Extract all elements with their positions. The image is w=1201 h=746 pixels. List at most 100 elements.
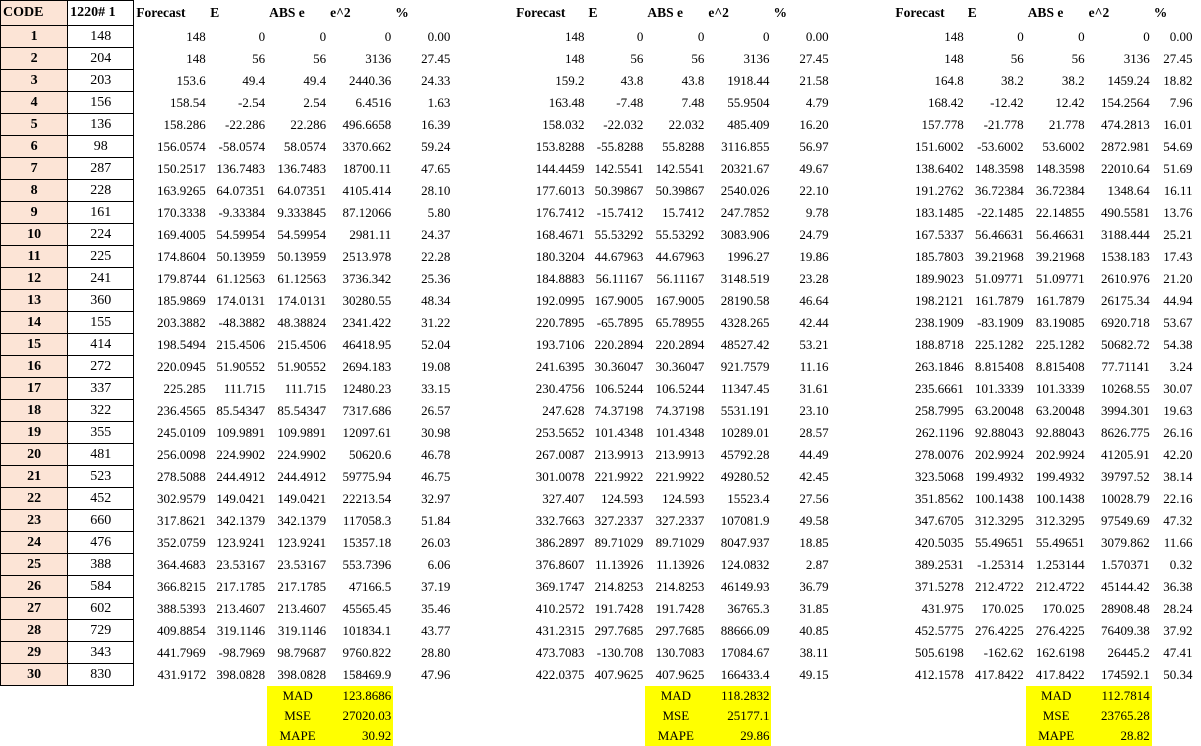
data-cell[interactable]: 221.9922 bbox=[655, 469, 705, 484]
data-cell[interactable]: 253.5652 bbox=[535, 425, 585, 440]
data-cell[interactable]: 213.9913 bbox=[594, 447, 644, 462]
data-cell[interactable]: 59.24 bbox=[421, 139, 451, 154]
data-cell[interactable]: 235.6661 bbox=[915, 381, 964, 396]
data-cell[interactable]: 323.5068 bbox=[915, 469, 964, 484]
data-cell[interactable]: 3079.862 bbox=[1101, 535, 1150, 550]
data-cell[interactable]: 202.9924 bbox=[1035, 447, 1085, 462]
data-cell[interactable]: 327.407 bbox=[542, 491, 585, 506]
header-cell[interactable]: e^2 bbox=[1088, 5, 1110, 20]
data-cell[interactable]: 3.24 bbox=[1169, 359, 1193, 374]
data-cell[interactable]: 30.36047 bbox=[594, 359, 644, 374]
data-cell[interactable]: 183.1485 bbox=[915, 205, 964, 220]
data-cell[interactable]: 312.3295 bbox=[974, 513, 1024, 528]
data-cell[interactable]: 9760.822 bbox=[342, 645, 392, 660]
data-cell[interactable]: 38.14 bbox=[1163, 469, 1193, 484]
data-cell[interactable]: 5531.191 bbox=[720, 403, 770, 418]
data-cell[interactable]: 4328.265 bbox=[720, 315, 770, 330]
data-cell[interactable]: 49.4 bbox=[303, 73, 327, 88]
data-cell[interactable]: 130.7083 bbox=[655, 645, 705, 660]
row-value-cell[interactable]: 729 bbox=[67, 619, 135, 642]
data-cell[interactable]: 364.4683 bbox=[156, 557, 206, 572]
summary-value[interactable]: 123.8686 bbox=[328, 685, 394, 706]
data-cell[interactable]: 174592.1 bbox=[1101, 667, 1150, 682]
data-cell[interactable]: 151.6002 bbox=[915, 139, 964, 154]
summary-label[interactable]: MAD bbox=[267, 685, 329, 706]
row-code-cell[interactable]: 29 bbox=[0, 641, 69, 664]
data-cell[interactable]: 21.778 bbox=[1048, 117, 1085, 132]
data-cell[interactable]: 22.16 bbox=[1163, 491, 1193, 506]
data-cell[interactable]: 156.0574 bbox=[156, 139, 206, 154]
data-cell[interactable]: -130.708 bbox=[596, 645, 644, 660]
data-cell[interactable]: 15.7412 bbox=[662, 205, 705, 220]
summary-label[interactable]: MSE bbox=[267, 705, 329, 726]
row-value-cell[interactable]: 136 bbox=[67, 113, 135, 136]
data-cell[interactable]: 50.39867 bbox=[655, 183, 705, 198]
data-cell[interactable]: 12097.61 bbox=[342, 425, 392, 440]
data-cell[interactable]: 50.13959 bbox=[216, 249, 266, 264]
row-value-cell[interactable]: 156 bbox=[67, 91, 135, 114]
header-cell[interactable]: % bbox=[1153, 5, 1168, 20]
data-cell[interactable]: 16.20 bbox=[799, 117, 829, 132]
data-cell[interactable]: -22.1485 bbox=[977, 205, 1024, 220]
row-code-cell[interactable]: 17 bbox=[0, 377, 69, 400]
data-cell[interactable]: 51.90552 bbox=[216, 359, 266, 374]
summary-label[interactable]: MAD bbox=[1025, 685, 1087, 706]
data-cell[interactable]: 47.65 bbox=[421, 161, 451, 176]
data-cell[interactable]: -9.33384 bbox=[218, 205, 266, 220]
data-cell[interactable]: 0.00 bbox=[805, 29, 829, 44]
summary-label[interactable]: MAPE bbox=[645, 725, 707, 746]
data-cell[interactable]: 50.13959 bbox=[277, 249, 327, 264]
data-cell[interactable]: 56.46631 bbox=[1035, 227, 1085, 242]
data-cell[interactable]: 46418.95 bbox=[342, 337, 392, 352]
data-cell[interactable]: 327.2337 bbox=[594, 513, 644, 528]
row-code-cell[interactable]: 15 bbox=[0, 333, 69, 356]
data-cell[interactable]: 351.8562 bbox=[915, 491, 964, 506]
data-cell[interactable]: 55.9504 bbox=[727, 95, 770, 110]
data-cell[interactable]: 46149.93 bbox=[720, 579, 770, 594]
data-cell[interactable]: 302.9579 bbox=[156, 491, 206, 506]
data-cell[interactable]: 149.0421 bbox=[216, 491, 266, 506]
data-cell[interactable]: 16.39 bbox=[421, 117, 451, 132]
data-cell[interactable]: 241.6395 bbox=[535, 359, 585, 374]
data-cell[interactable]: 42.20 bbox=[1163, 447, 1193, 462]
data-cell[interactable]: 8047.937 bbox=[720, 535, 770, 550]
data-cell[interactable]: 30.36047 bbox=[655, 359, 705, 374]
data-cell[interactable]: 1996.27 bbox=[727, 249, 770, 264]
data-cell[interactable]: 8626.775 bbox=[1101, 425, 1150, 440]
data-cell[interactable]: 3736.342 bbox=[342, 271, 392, 286]
data-cell[interactable]: 10289.01 bbox=[720, 425, 770, 440]
data-cell[interactable]: 27.45 bbox=[421, 51, 451, 66]
data-cell[interactable]: 33.15 bbox=[421, 381, 451, 396]
data-cell[interactable]: 36.72384 bbox=[1035, 183, 1085, 198]
data-cell[interactable]: 76409.38 bbox=[1101, 623, 1150, 638]
data-cell[interactable]: 101.3339 bbox=[974, 381, 1024, 396]
data-cell[interactable]: 97549.69 bbox=[1101, 513, 1150, 528]
data-cell[interactable]: 43.8 bbox=[620, 73, 644, 88]
data-cell[interactable]: 317.8621 bbox=[156, 513, 206, 528]
header-value[interactable]: 1220# 1 bbox=[67, 0, 135, 26]
data-cell[interactable]: 1.253144 bbox=[1035, 557, 1085, 572]
data-cell[interactable]: 74.37198 bbox=[655, 403, 705, 418]
data-cell[interactable]: 215.4506 bbox=[216, 337, 266, 352]
data-cell[interactable]: 27.45 bbox=[1163, 51, 1193, 66]
data-cell[interactable]: 245.0109 bbox=[156, 425, 206, 440]
data-cell[interactable]: 485.409 bbox=[727, 117, 770, 132]
data-cell[interactable]: -1.25314 bbox=[977, 557, 1024, 572]
row-value-cell[interactable]: 225 bbox=[67, 245, 135, 268]
row-code-cell[interactable]: 20 bbox=[0, 443, 69, 466]
row-code-cell[interactable]: 9 bbox=[0, 201, 69, 224]
data-cell[interactable]: 148.3598 bbox=[974, 161, 1024, 176]
data-cell[interactable]: 431.2315 bbox=[535, 623, 585, 638]
data-cell[interactable]: 398.0828 bbox=[216, 667, 266, 682]
data-cell[interactable]: 49280.52 bbox=[720, 469, 770, 484]
data-cell[interactable]: 23.28 bbox=[799, 271, 829, 286]
row-value-cell[interactable]: 203 bbox=[67, 69, 135, 92]
data-cell[interactable]: 17.43 bbox=[1163, 249, 1193, 264]
data-cell[interactable]: 55.49651 bbox=[1035, 535, 1085, 550]
data-cell[interactable]: 23.53167 bbox=[277, 557, 327, 572]
data-cell[interactable]: 347.6705 bbox=[915, 513, 964, 528]
header-cell[interactable]: Forecast bbox=[895, 5, 945, 20]
data-cell[interactable]: 276.4225 bbox=[974, 623, 1024, 638]
data-cell[interactable]: 15357.18 bbox=[342, 535, 392, 550]
data-cell[interactable]: 47166.5 bbox=[348, 579, 392, 594]
